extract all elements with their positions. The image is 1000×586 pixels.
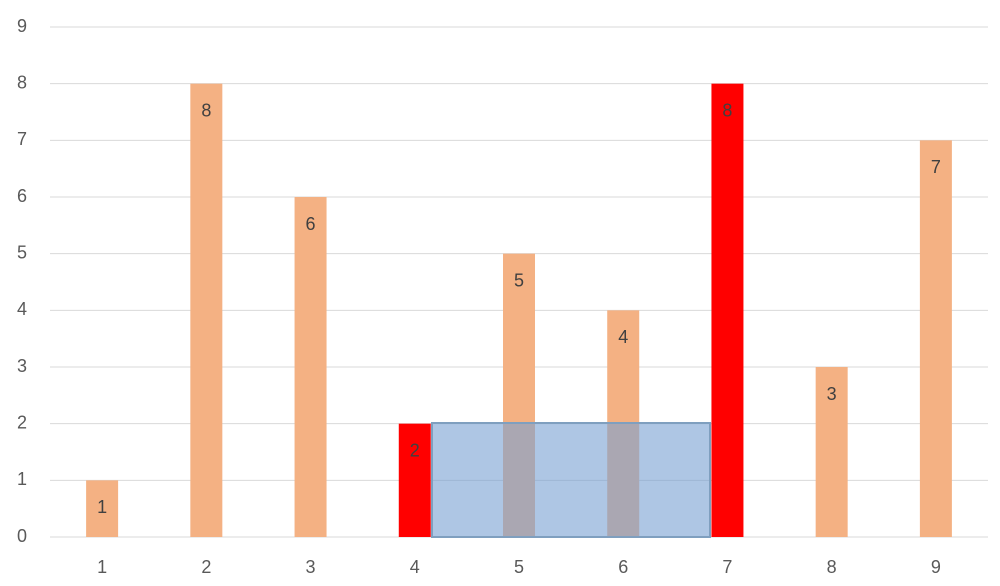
y-tick-label: 6 [17, 186, 27, 206]
y-tick-label: 9 [17, 16, 27, 36]
data-label: 1 [97, 497, 107, 517]
data-label: 5 [514, 270, 524, 290]
bar [711, 83, 744, 538]
x-tick-label: 3 [306, 557, 316, 577]
x-tick-label: 1 [97, 557, 107, 577]
y-tick-label: 8 [17, 72, 27, 92]
bar [398, 423, 431, 537]
x-tick-label: 9 [931, 557, 941, 577]
data-label: 2 [410, 440, 420, 460]
y-tick-label: 2 [17, 412, 27, 432]
bar [294, 197, 327, 537]
x-tick-label: 5 [514, 557, 524, 577]
y-tick-label: 0 [17, 526, 27, 546]
x-tick-label: 8 [827, 557, 837, 577]
water-area [431, 422, 711, 538]
bar [815, 367, 848, 537]
bar [86, 480, 119, 537]
data-label: 4 [618, 327, 628, 347]
y-tick-label: 1 [17, 469, 27, 489]
data-label: 7 [931, 157, 941, 177]
data-label: 8 [722, 100, 732, 120]
x-tick-label: 7 [722, 557, 732, 577]
data-label: 3 [827, 384, 837, 404]
bar [190, 83, 223, 538]
y-tick-label: 7 [17, 129, 27, 149]
data-label: 6 [306, 214, 316, 234]
y-tick-label: 5 [17, 242, 27, 262]
x-tick-label: 6 [618, 557, 628, 577]
data-label: 8 [201, 100, 211, 120]
x-tick-label: 2 [201, 557, 211, 577]
y-tick-label: 4 [17, 299, 27, 319]
y-tick-label: 3 [17, 356, 27, 376]
bar [919, 140, 952, 538]
x-tick-label: 4 [410, 557, 420, 577]
labels: 1 8 6 2 5 4 8 3 7 [97, 100, 941, 517]
